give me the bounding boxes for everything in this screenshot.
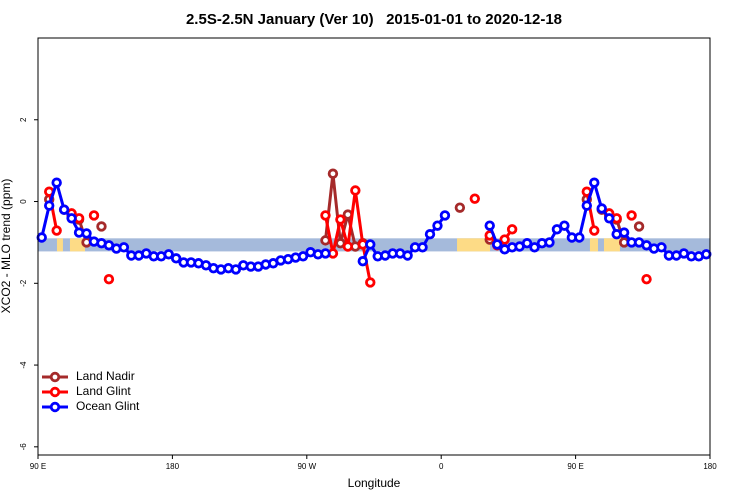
data-point	[402, 250, 413, 261]
data-point	[641, 274, 652, 285]
data-point	[51, 177, 62, 188]
data-point	[88, 210, 100, 221]
legend-marker	[49, 371, 61, 383]
land-band	[69, 238, 86, 252]
data-point	[432, 220, 443, 231]
y-tick-label: 0	[19, 199, 28, 204]
data-point	[521, 238, 533, 249]
data-point	[36, 232, 47, 243]
x-tick-label: 0	[439, 462, 444, 471]
y-tick-label: 2	[19, 117, 28, 122]
data-point	[596, 203, 607, 214]
legend-label: Land Glint	[76, 384, 131, 398]
x-tick-label: 180	[703, 462, 717, 471]
data-point	[66, 213, 77, 224]
data-point	[417, 242, 428, 253]
data-point	[589, 177, 600, 188]
data-point	[96, 221, 107, 232]
data-point	[604, 213, 615, 224]
x-tick-label: 90 E	[30, 462, 46, 471]
y-tick-label: -2	[19, 279, 28, 287]
data-point	[327, 168, 339, 179]
plot-frame	[37, 37, 711, 456]
data-point	[365, 277, 376, 288]
data-point	[320, 210, 331, 221]
data-point	[365, 239, 376, 250]
data-point	[529, 242, 540, 253]
data-point	[118, 242, 130, 253]
data-point	[544, 237, 555, 248]
y-axis-title: XCO2 - MLO trend (ppm)	[0, 179, 13, 314]
data-point	[574, 232, 585, 243]
data-point	[618, 227, 630, 238]
data-point	[170, 253, 182, 264]
data-point	[335, 214, 346, 225]
data-point	[506, 224, 518, 235]
data-point	[357, 256, 368, 267]
y-tick-label: -6	[19, 443, 28, 451]
data-point	[633, 221, 645, 232]
data-point	[297, 251, 309, 262]
data-point	[484, 220, 495, 231]
land-band	[457, 238, 491, 252]
data-point	[439, 210, 451, 221]
data-point	[559, 220, 570, 231]
chart-title: 2.5S-2.5N January (Ver 10) 2015-01-01 to…	[186, 11, 562, 28]
data-point	[51, 225, 62, 236]
data-point	[163, 249, 174, 260]
data-point	[469, 193, 480, 204]
x-axis-title: Longitude	[348, 476, 401, 490]
data-point	[58, 204, 70, 215]
land-band	[603, 238, 620, 252]
legend-marker	[49, 386, 61, 398]
data-point	[626, 210, 637, 221]
legend-label: Land Nadir	[76, 369, 135, 383]
land-band	[589, 238, 598, 252]
data-point	[581, 200, 592, 211]
data-point	[320, 248, 331, 259]
series-line	[323, 188, 372, 283]
data-point	[81, 228, 92, 239]
data-point	[454, 202, 466, 213]
data-point	[424, 229, 436, 240]
data-point	[656, 242, 667, 253]
data-point	[320, 235, 331, 246]
y-tick-label: -4	[19, 361, 28, 369]
x-tick-label: 90 E	[567, 462, 583, 471]
x-tick-label: 90 W	[297, 462, 316, 471]
data-point	[342, 241, 354, 252]
data-point	[492, 239, 503, 250]
land-band	[56, 238, 63, 252]
data-point	[589, 225, 600, 236]
legend-label: Ocean Glint	[76, 399, 140, 413]
x-tick-label: 180	[166, 462, 180, 471]
data-point	[44, 200, 55, 211]
legend-marker	[49, 401, 61, 413]
data-point	[350, 185, 361, 196]
plot-area	[36, 168, 712, 288]
data-point	[701, 249, 712, 260]
data-point	[103, 274, 115, 285]
data-point	[230, 264, 242, 275]
data-point	[499, 234, 510, 245]
